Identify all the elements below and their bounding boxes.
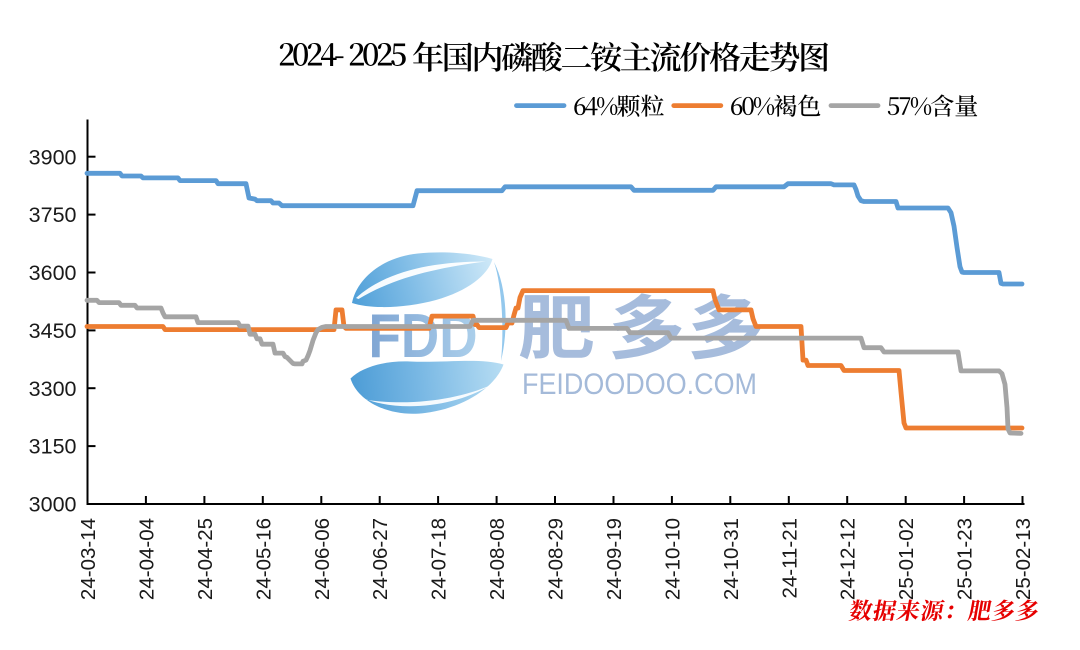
svg-text:24-08-08: 24-08-08 <box>486 518 509 600</box>
svg-text:25-01-02: 25-01-02 <box>895 518 918 600</box>
svg-text:FEIDOODOO.COM: FEIDOODOO.COM <box>522 368 757 401</box>
svg-text:3450: 3450 <box>29 319 77 343</box>
svg-text:FDD: FDD <box>369 302 478 371</box>
svg-text:3900: 3900 <box>29 145 77 169</box>
svg-text:24-07-18: 24-07-18 <box>428 518 451 600</box>
svg-text:24-10-31: 24-10-31 <box>720 518 743 600</box>
svg-text:24-04-04: 24-04-04 <box>135 518 158 600</box>
svg-text:3600: 3600 <box>29 261 77 285</box>
svg-text:25-02-13: 25-02-13 <box>1012 518 1035 600</box>
svg-text:24-04-25: 24-04-25 <box>194 518 217 600</box>
svg-text:25-01-23: 25-01-23 <box>954 518 977 600</box>
svg-text:24-12-12: 24-12-12 <box>837 518 860 600</box>
svg-text:3300: 3300 <box>29 377 77 401</box>
svg-text:24-08-29: 24-08-29 <box>545 518 568 600</box>
svg-text:24-05-16: 24-05-16 <box>252 518 275 600</box>
svg-text:3750: 3750 <box>29 203 77 227</box>
svg-text:24-03-14: 24-03-14 <box>77 518 100 600</box>
svg-text:24-09-19: 24-09-19 <box>603 518 626 600</box>
svg-text:24-06-06: 24-06-06 <box>311 518 334 600</box>
svg-text:3000: 3000 <box>29 493 77 517</box>
svg-text:24-10-10: 24-10-10 <box>661 518 684 600</box>
svg-text:3150: 3150 <box>29 435 77 459</box>
svg-text:24-06-27: 24-06-27 <box>369 518 392 600</box>
svg-text:24-11-21: 24-11-21 <box>778 518 801 599</box>
